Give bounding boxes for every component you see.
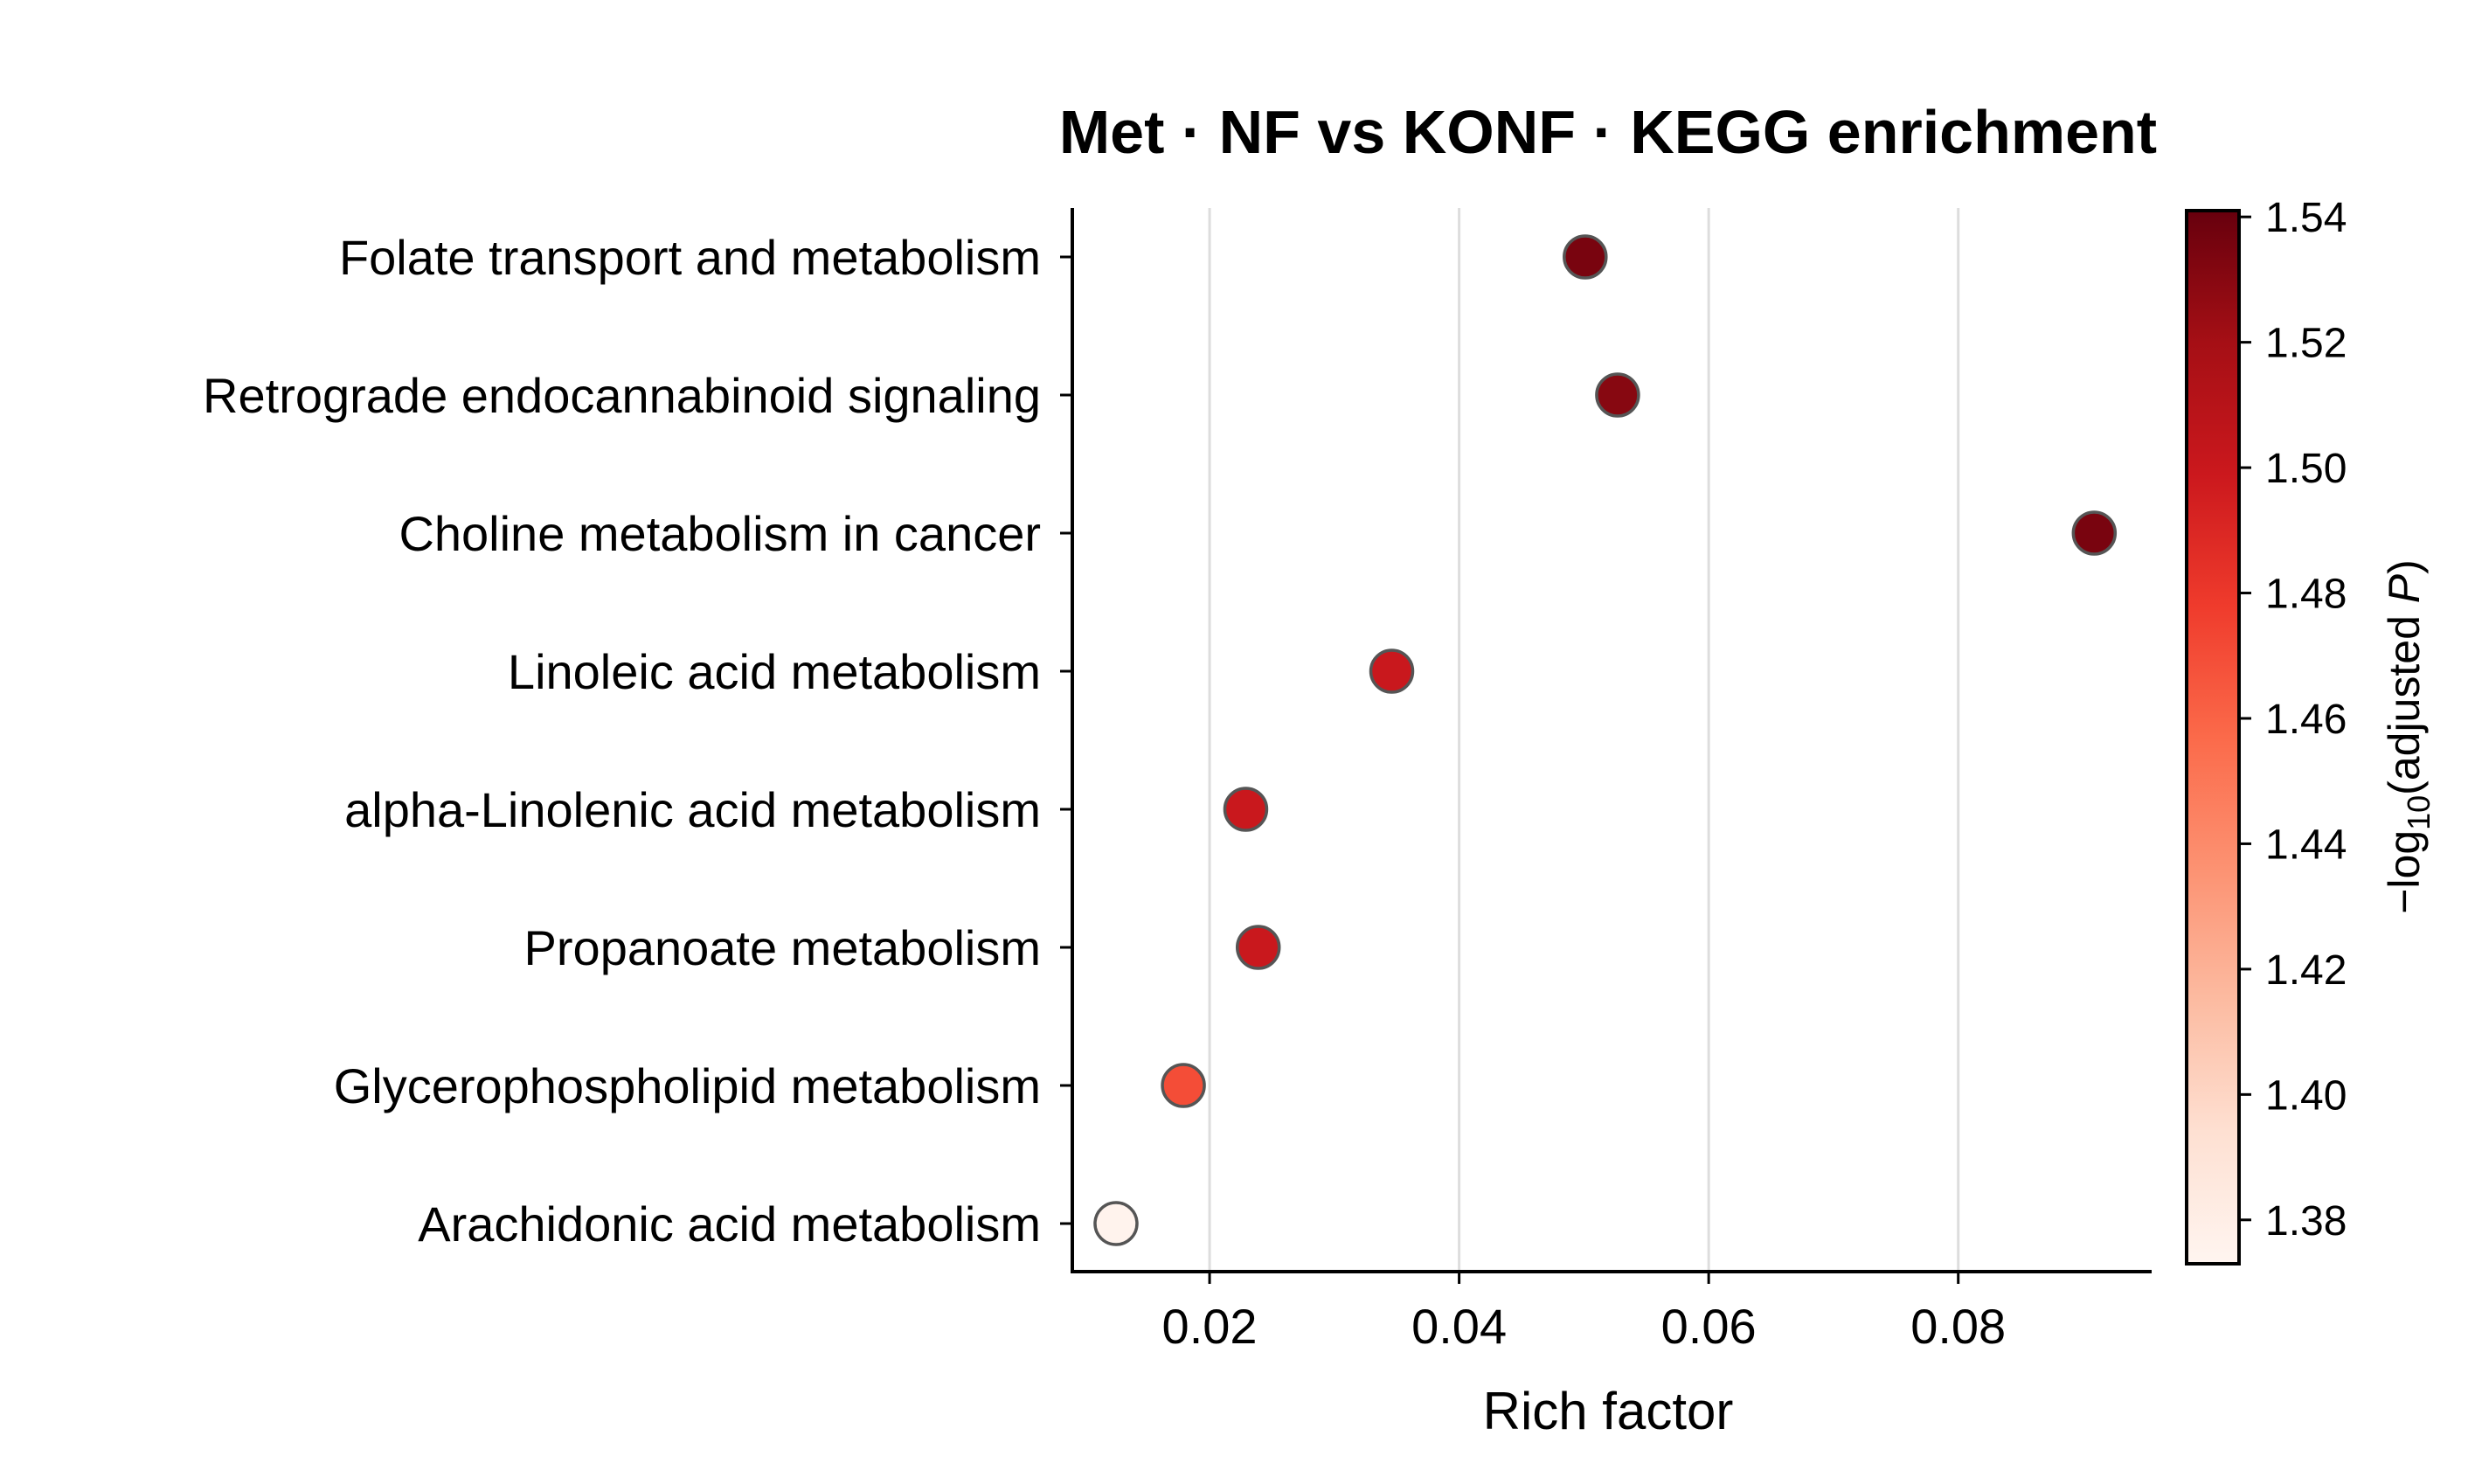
colorbar-tick-label: 1.52 (2265, 321, 2347, 367)
x-tick-labels: 0.02 0.04 0.06 0.08 (1162, 1272, 2006, 1354)
colorbar-label: −log10(adjusted P) (2380, 559, 2437, 914)
x-tick-label: 0.02 (1162, 1299, 1258, 1354)
category-label: Choline metabolism in cancer (399, 506, 1041, 561)
data-point (1235, 925, 1281, 970)
x-axis-label: Rich factor (1483, 1382, 1734, 1440)
data-point (1369, 648, 1415, 694)
data-point (1563, 234, 1608, 280)
category-label: Retrograde endocannabinoid signaling (203, 368, 1041, 423)
category-label: Arachidonic acid metabolism (418, 1196, 1041, 1252)
data-point (1595, 372, 1640, 418)
data-point (1223, 787, 1269, 832)
colorbar-tick-label: 1.44 (2265, 822, 2347, 868)
x-tick-label: 0.04 (1411, 1299, 1507, 1354)
data-point (1161, 1063, 1206, 1108)
category-label: Propanoate metabolism (524, 920, 1041, 975)
colorbar-gradient (2185, 209, 2241, 1266)
category-label: Folate transport and metabolism (339, 230, 1041, 285)
colorbar-tick-label: 1.42 (2265, 947, 2347, 994)
colorbar-tick-label: 1.50 (2265, 446, 2347, 492)
data-point (1093, 1201, 1139, 1246)
data-point (2071, 510, 2118, 556)
chart-title: Met · NF vs KONF · KEGG enrichment (1059, 98, 2157, 166)
colorbar-tick-label: 1.46 (2265, 697, 2347, 743)
category-label: Glycerophospholipid metabolism (334, 1058, 1041, 1113)
x-tick-label: 0.06 (1661, 1299, 1757, 1354)
category-labels: Folate transport and metabolism Retrograd… (203, 230, 1072, 1252)
colorbar: 1.38 1.40 1.42 1.44 1.46 1.48 1.50 1.52 1.54 −log… (2185, 195, 2437, 1266)
colorbar-tick-label: 1.54 (2265, 195, 2347, 241)
category-label: Linoleic acid metabolism (508, 644, 1041, 699)
colorbar-tick-label: 1.48 (2265, 572, 2347, 618)
category-label: alpha-Linolenic acid metabolism (344, 782, 1041, 837)
colorbar-tick-label: 1.40 (2265, 1072, 2347, 1119)
data-points (1093, 234, 2118, 1246)
grid-lines (1208, 208, 1960, 1272)
x-tick-label: 0.08 (1910, 1299, 2006, 1354)
colorbar-tick-label: 1.38 (2265, 1198, 2347, 1245)
axes (1071, 208, 2152, 1273)
